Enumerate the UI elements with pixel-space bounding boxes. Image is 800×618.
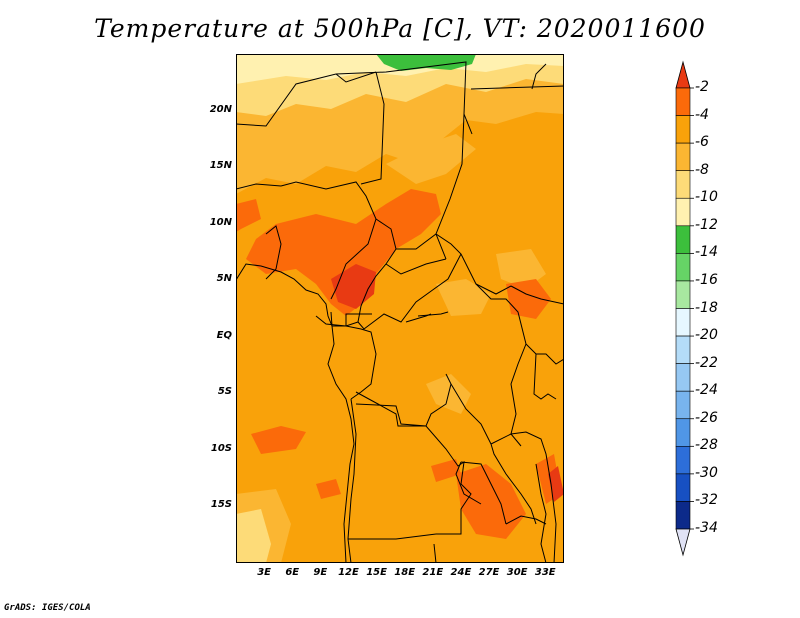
field-band-light-6 xyxy=(496,249,546,289)
lon-tick-label: 24E xyxy=(450,567,472,578)
lat-tick-label: 15N xyxy=(209,160,232,172)
colorbar-level-label: -8 xyxy=(695,161,709,178)
lat-tick-label: 5S xyxy=(217,386,232,398)
lon-tick-label: 27E xyxy=(478,567,500,578)
field-warm-7 xyxy=(431,459,461,482)
colorbar-swatch xyxy=(675,197,691,227)
colorbar-level-label: -12 xyxy=(695,216,718,233)
colorbar-level-label: -10 xyxy=(695,189,718,206)
map-frame xyxy=(236,54,564,563)
field-warm-6 xyxy=(251,426,306,454)
chart-title: Temperature at 500hPa [C], VT: 202001160… xyxy=(94,14,706,43)
colorbar-swatch xyxy=(675,142,691,171)
field-warm-2 xyxy=(236,199,261,232)
colorbar-swatch xyxy=(675,473,691,502)
lat-tick-label: EQ xyxy=(216,329,232,341)
colorbar-level-label: -26 xyxy=(695,409,718,426)
lon-tick-label: 3E xyxy=(257,567,271,578)
colorbar-level-label: -28 xyxy=(695,437,718,454)
credit-label: GrADS: IGES/COLA xyxy=(4,603,91,613)
lat-tick-label: 15S xyxy=(210,499,232,511)
colorbar-swatch xyxy=(675,280,691,309)
lon-tick-label: 33E xyxy=(534,567,556,578)
colorbar-swatch xyxy=(675,225,691,254)
colorbar-swatch xyxy=(675,501,691,530)
lon-tick-label: 30E xyxy=(506,567,528,578)
colorbar-swatch xyxy=(675,115,691,144)
colorbar-level-label: -2 xyxy=(695,79,709,95)
lon-tick-label: 9E xyxy=(313,567,328,578)
colorbar-swatch xyxy=(675,253,691,282)
lon-tick-label: 18E xyxy=(394,567,416,578)
field-warm-1 xyxy=(246,189,441,316)
colorbar-swatch xyxy=(675,446,691,475)
colorbar-swatch xyxy=(675,390,691,420)
field-band-light-2 xyxy=(386,134,476,184)
field-pale-2 xyxy=(236,509,271,563)
lon-tick-label: 15E xyxy=(366,567,387,578)
colorbar-swatch xyxy=(675,87,691,116)
colorbar-level-label: -20 xyxy=(695,327,718,344)
map-panel xyxy=(236,54,564,563)
colorbar-level-label: -6 xyxy=(695,134,709,151)
lat-tick-label: 10S xyxy=(210,442,232,454)
colorbar-level-label: -32 xyxy=(695,492,718,509)
temperature-map xyxy=(236,54,564,563)
lon-tick-label: 21E xyxy=(422,567,444,578)
lon-tick-label: 12E xyxy=(338,567,359,578)
colorbar-level-label: -30 xyxy=(695,464,718,481)
coastline xyxy=(236,263,355,563)
field-warm-4 xyxy=(456,464,526,539)
colorbar-level-label: -34 xyxy=(695,520,718,536)
colorbar-swatch xyxy=(675,418,691,447)
colorbar-swatch xyxy=(675,308,691,337)
field-warm-8 xyxy=(316,479,341,499)
lat-tick-label: 5N xyxy=(216,273,232,285)
colorbar-level-label: -22 xyxy=(695,354,718,371)
colorbar-swatch xyxy=(675,363,691,392)
lat-tick-label: 20N xyxy=(209,103,232,115)
colorbar-bottom-arrow xyxy=(675,528,691,557)
lon-tick-label: 6E xyxy=(285,567,300,578)
field-green xyxy=(376,54,476,71)
colorbar-swatch xyxy=(675,335,691,364)
colorbar-level-label: -16 xyxy=(695,271,718,288)
colorbar-level-label: -14 xyxy=(695,244,718,261)
colorbar-level-label: -18 xyxy=(695,299,718,316)
field-band-light-3 xyxy=(436,279,491,316)
colorbar-swatch xyxy=(675,170,691,199)
country-borders xyxy=(236,61,564,563)
colorbar-top-arrow xyxy=(675,60,691,89)
lat-tick-label: 10N xyxy=(209,216,232,228)
colorbar-level-label: -4 xyxy=(695,106,709,123)
colorbar-level-label: -24 xyxy=(695,382,718,399)
field-hot-2 xyxy=(548,466,564,502)
